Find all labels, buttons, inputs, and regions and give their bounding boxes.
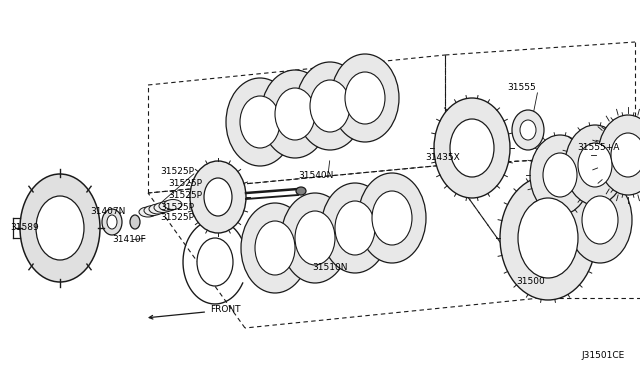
Text: 31410F: 31410F: [112, 235, 146, 244]
Ellipse shape: [36, 196, 84, 260]
Ellipse shape: [130, 215, 140, 229]
Text: 31540N: 31540N: [298, 171, 333, 180]
Ellipse shape: [310, 80, 350, 132]
Ellipse shape: [530, 135, 590, 215]
Ellipse shape: [372, 191, 412, 245]
Ellipse shape: [255, 221, 295, 275]
Ellipse shape: [261, 70, 329, 158]
Ellipse shape: [500, 176, 596, 300]
Text: 31407N: 31407N: [90, 208, 125, 217]
Ellipse shape: [154, 202, 172, 212]
Ellipse shape: [164, 199, 182, 209]
Ellipse shape: [204, 178, 232, 216]
Ellipse shape: [20, 174, 100, 282]
Text: 31555: 31555: [507, 83, 536, 93]
Ellipse shape: [434, 98, 510, 198]
Ellipse shape: [295, 211, 335, 265]
Ellipse shape: [144, 205, 162, 215]
Ellipse shape: [241, 203, 309, 293]
Ellipse shape: [275, 88, 315, 140]
Ellipse shape: [149, 204, 167, 214]
Text: 31555+A: 31555+A: [577, 144, 620, 153]
Text: 31500: 31500: [516, 278, 545, 286]
Ellipse shape: [358, 173, 426, 263]
Ellipse shape: [240, 96, 280, 148]
Ellipse shape: [107, 215, 117, 229]
Ellipse shape: [611, 133, 640, 177]
Text: 31510N: 31510N: [312, 263, 348, 273]
Ellipse shape: [598, 115, 640, 195]
Ellipse shape: [321, 183, 389, 273]
Text: 31435X: 31435X: [425, 154, 460, 163]
Text: 31525P: 31525P: [160, 167, 194, 176]
Ellipse shape: [450, 119, 494, 177]
Ellipse shape: [139, 207, 157, 217]
Text: 31589: 31589: [10, 224, 39, 232]
Text: FRONT: FRONT: [149, 305, 241, 319]
Ellipse shape: [281, 193, 349, 283]
Text: 31525P: 31525P: [168, 190, 202, 199]
Ellipse shape: [518, 198, 578, 278]
Ellipse shape: [345, 72, 385, 124]
Text: 31525P: 31525P: [168, 179, 202, 187]
Text: 31525P: 31525P: [160, 202, 194, 212]
Ellipse shape: [578, 143, 612, 187]
Ellipse shape: [159, 201, 177, 211]
Ellipse shape: [568, 177, 632, 263]
Ellipse shape: [331, 54, 399, 142]
Ellipse shape: [582, 196, 618, 244]
Text: 31525P: 31525P: [160, 214, 194, 222]
Ellipse shape: [197, 238, 233, 286]
Ellipse shape: [296, 187, 306, 195]
Ellipse shape: [226, 78, 294, 166]
Ellipse shape: [520, 120, 536, 140]
Ellipse shape: [335, 201, 375, 255]
Ellipse shape: [565, 125, 625, 205]
Ellipse shape: [190, 161, 246, 233]
Ellipse shape: [296, 62, 364, 150]
Ellipse shape: [102, 209, 122, 235]
Ellipse shape: [512, 110, 544, 150]
Ellipse shape: [543, 153, 577, 197]
Text: J31501CE: J31501CE: [582, 351, 625, 360]
